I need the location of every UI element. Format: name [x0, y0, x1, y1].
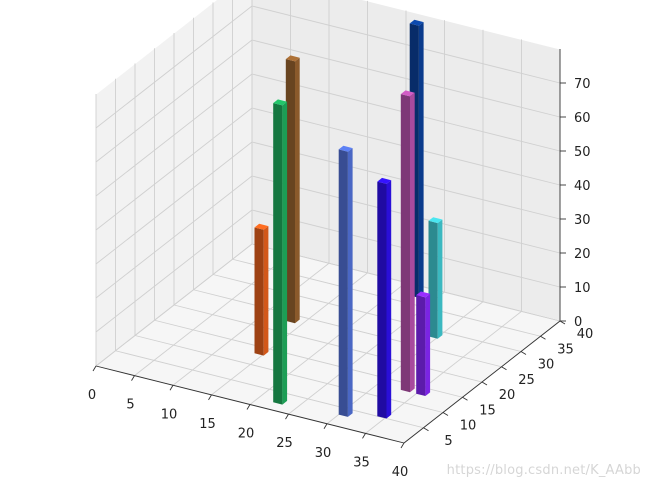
grid-back-z: [251, 39, 561, 118]
bar-top-face: [338, 145, 353, 152]
x-tick-mark: [92, 365, 97, 372]
y-tick-label: 40: [577, 327, 594, 342]
y-tick-label: 30: [538, 358, 555, 373]
grid-left-z: [95, 39, 253, 163]
y-tick-mark: [520, 351, 527, 355]
grid-floor-y: [115, 350, 424, 429]
axes-panes: [94, 0, 562, 444]
x-tick-label: 10: [161, 407, 178, 422]
bar-top-face: [416, 291, 431, 298]
grid-left-z: [95, 243, 253, 367]
y-tick-mark: [540, 335, 546, 340]
grid-left-z: [95, 5, 253, 129]
bar-front-face: [285, 59, 295, 324]
grid-left-z: [95, 73, 253, 197]
bar-side-face: [410, 92, 415, 393]
bar-front-face: [400, 94, 410, 393]
bar-front-face: [338, 149, 348, 417]
bars: [254, 19, 443, 419]
x-tick-label: 35: [353, 455, 370, 470]
x-tick-mark: [131, 375, 135, 381]
y-tick-label: 5: [444, 434, 452, 449]
z-tick-label: 20: [574, 247, 591, 262]
bar-top-face: [273, 99, 288, 106]
bar-side-face: [347, 148, 353, 417]
x-tick-labels: 0 5 10 15 20 25 30 35 40: [88, 365, 409, 480]
y-tick-label: 20: [499, 388, 516, 403]
bar-side-face: [418, 22, 424, 298]
bar-6: [273, 99, 288, 405]
x-tick-mark: [400, 442, 405, 449]
x-tick-label: 30: [315, 446, 332, 461]
bar-side-face: [425, 293, 431, 396]
x-tick-label: 5: [126, 398, 134, 413]
bar-7: [377, 177, 392, 419]
bar-top-face: [409, 19, 424, 26]
y-tick-mark: [423, 427, 429, 432]
x-tick-label: 25: [276, 436, 293, 451]
bar-4: [400, 90, 415, 393]
x-tick-label: 0: [88, 388, 96, 403]
watermark: https://blog.csdn.net/K_AAbb: [446, 463, 641, 478]
grid-left-z: [95, 141, 253, 265]
y-tick-label: 10: [460, 419, 477, 434]
grid-back-z: [251, 5, 561, 84]
z-tick-label: 0: [574, 315, 582, 330]
bar-side-face: [295, 57, 300, 324]
x-tick-mark: [362, 433, 366, 439]
bar-3: [254, 223, 269, 356]
bar-5: [416, 291, 431, 396]
z-tick-label: 70: [574, 77, 591, 92]
bar-side-face: [282, 101, 288, 405]
grid-left-z: [95, 175, 253, 299]
bar-front-face: [377, 181, 387, 419]
z-tick-label: 50: [574, 145, 591, 160]
x-tick-label: 40: [392, 465, 409, 480]
x-tick-mark: [285, 413, 289, 420]
y-tick-mark: [442, 412, 449, 416]
y-tick-mark: [501, 366, 507, 371]
y-tick-label: 25: [518, 373, 535, 388]
bar-front-face: [416, 295, 426, 396]
z-tick-label: 60: [574, 111, 591, 126]
z-tick-label: 10: [574, 281, 591, 296]
grid-left-z: [95, 107, 253, 231]
bar-top-face: [428, 217, 443, 224]
bar-side-face: [263, 226, 269, 356]
x-tick-label: 15: [199, 417, 216, 432]
bar-top-face: [285, 55, 300, 62]
bar-top-face: [400, 90, 415, 97]
z-tick-labels: 0 10 20 30 40 50 60 70: [560, 77, 591, 330]
bar-front-face: [254, 227, 264, 356]
bar-top-face: [254, 223, 269, 230]
grid-left-z: [95, 209, 253, 333]
x-tick-mark: [246, 404, 251, 410]
bar-2: [428, 217, 443, 339]
bar-side-face: [386, 180, 392, 419]
bar-1: [285, 55, 300, 324]
x-tick-label: 20: [238, 427, 255, 442]
z-tick-label: 30: [574, 213, 591, 228]
y-tick-mark: [462, 396, 468, 401]
bar-8: [338, 145, 353, 417]
y-tick-label: 15: [479, 403, 496, 418]
bar-side-face: [437, 219, 443, 339]
z-tick-label: 40: [574, 179, 591, 194]
y-tick-label: 35: [557, 342, 574, 357]
grid-floor-y: [134, 335, 444, 413]
bar-front-face: [273, 103, 283, 405]
grid-floor-y: [173, 304, 483, 383]
y-tick-mark: [481, 381, 488, 386]
bar-top-face: [377, 177, 392, 184]
x-tick-mark: [208, 394, 212, 401]
x-tick-mark: [169, 385, 174, 391]
x-tick-mark: [323, 423, 328, 429]
bar-front-face: [428, 220, 438, 339]
y-tick-mark: [559, 320, 566, 325]
